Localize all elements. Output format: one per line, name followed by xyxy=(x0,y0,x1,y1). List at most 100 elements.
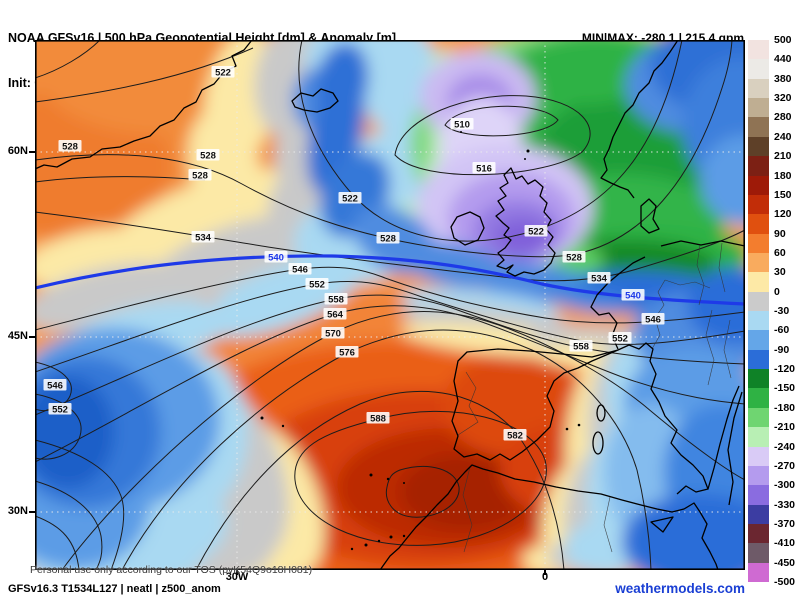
lat-label: 30N xyxy=(7,505,28,517)
svg-text:570: 570 xyxy=(325,329,341,340)
contour-label: 528 xyxy=(188,169,212,182)
colorbar-swatch xyxy=(748,369,769,389)
colorbar-label: -370 xyxy=(774,517,796,530)
colorbar-swatch xyxy=(748,311,769,331)
svg-text:534: 534 xyxy=(195,233,212,244)
colorbar-swatch xyxy=(748,427,769,447)
model-info-label: GFSv16.3 T1534L127 | neatl | z500_anom xyxy=(8,583,221,595)
colorbar-swatch xyxy=(748,117,769,138)
svg-text:576: 576 xyxy=(339,348,355,359)
contour-label: 522 xyxy=(211,66,235,79)
contour-label: 552 xyxy=(305,278,329,291)
svg-text:552: 552 xyxy=(52,405,68,416)
colorbar-label: 90 xyxy=(774,227,786,240)
colorbar-label: 60 xyxy=(774,246,786,259)
colorbar-label: -120 xyxy=(774,363,796,376)
colorbar-label: 280 xyxy=(774,111,792,124)
contour-label: 552 xyxy=(48,403,72,416)
svg-text:582: 582 xyxy=(507,431,523,442)
svg-text:546: 546 xyxy=(47,381,63,392)
svg-text:558: 558 xyxy=(573,342,589,353)
contour-label: 546 xyxy=(288,263,312,276)
svg-text:528: 528 xyxy=(380,234,396,245)
colorbar-swatch xyxy=(748,388,769,409)
colorbar-swatch xyxy=(748,349,769,370)
svg-text:540: 540 xyxy=(268,253,284,264)
colorbar-label: 30 xyxy=(774,266,786,279)
svg-text:546: 546 xyxy=(645,315,661,326)
contour-label: 558 xyxy=(324,293,348,306)
lat-label: 60N xyxy=(7,145,28,157)
colorbar-label: -150 xyxy=(774,382,796,395)
contour-label: 546 xyxy=(641,313,665,326)
svg-text:546: 546 xyxy=(292,265,308,276)
colorbar-label: -500 xyxy=(774,576,796,588)
colorbar-swatch xyxy=(748,59,769,80)
colorbar-label: 500 xyxy=(774,34,792,46)
tos-attribution: Personal use only according to our TOS (… xyxy=(30,564,313,576)
colorbar-label: 440 xyxy=(774,53,792,66)
contour-label: 528 xyxy=(196,149,220,162)
contour-label: 540 xyxy=(264,251,288,264)
colorbar-label: -60 xyxy=(774,324,790,337)
svg-text:522: 522 xyxy=(342,194,358,205)
svg-text:558: 558 xyxy=(328,295,344,306)
colorbar-swatch xyxy=(748,523,769,544)
lon-tick xyxy=(544,570,546,575)
svg-text:564: 564 xyxy=(327,310,344,321)
lon-label: 30W xyxy=(225,571,249,583)
colorbar-label: -30 xyxy=(774,305,790,317)
colorbar-label: 180 xyxy=(774,169,792,182)
contour-label: 558 xyxy=(569,340,593,353)
website-link[interactable]: weathermodels.com xyxy=(615,581,745,596)
colorbar-label: -330 xyxy=(774,498,796,511)
colorbar-swatch xyxy=(748,543,769,564)
anomaly-fill-layer xyxy=(35,40,745,570)
svg-text:510: 510 xyxy=(454,120,470,131)
contour-label: 534 xyxy=(587,272,611,285)
map-border xyxy=(35,40,745,570)
colorbar-swatch xyxy=(748,291,769,312)
lon-label: 0 xyxy=(541,571,549,583)
colorbar-label: 150 xyxy=(774,188,792,201)
contour-lines xyxy=(35,40,745,570)
colorbar-swatch xyxy=(748,40,769,60)
lat-label: 45N xyxy=(7,330,28,342)
colorbar-label: -270 xyxy=(774,459,796,472)
contour-label: 546 xyxy=(43,379,67,392)
contour-label: 588 xyxy=(366,412,390,425)
colorbar-label: 0 xyxy=(774,285,780,298)
colorbar-swatch xyxy=(748,485,769,506)
colorbar-label: 210 xyxy=(774,150,792,163)
svg-text:528: 528 xyxy=(200,151,216,162)
contour-label: 576 xyxy=(335,346,359,359)
colorbar-swatch xyxy=(748,330,769,351)
colorbar-legend: 500 440 380 320 280 240 210 180 150 120 90 60 30 0 -30… xyxy=(748,35,800,588)
contour-label: 564 xyxy=(323,308,347,321)
contour-label: 528 xyxy=(376,232,400,245)
colorbar-label: -410 xyxy=(774,537,796,550)
colorbar-swatch xyxy=(748,272,769,293)
svg-text:534: 534 xyxy=(591,274,608,285)
colorbar-label: 380 xyxy=(774,72,792,85)
svg-text:540: 540 xyxy=(625,291,641,302)
svg-text:588: 588 xyxy=(370,414,386,425)
colorbar-swatch xyxy=(748,98,769,118)
colorbar-swatch xyxy=(748,465,769,486)
colorbar-swatch xyxy=(748,446,769,467)
colorbar-label: -450 xyxy=(774,556,796,569)
contour-label: 534 xyxy=(191,231,215,244)
country-borders xyxy=(457,242,732,553)
contour-label: 528 xyxy=(562,251,586,264)
lat-tick xyxy=(29,511,36,513)
svg-text:528: 528 xyxy=(566,253,582,264)
colorbar-swatch xyxy=(748,214,769,235)
colorbar-label: -210 xyxy=(774,421,796,434)
svg-text:528: 528 xyxy=(192,171,208,182)
colorbar-label: -180 xyxy=(774,401,796,414)
contour-label: 522 xyxy=(338,192,362,205)
svg-text:516: 516 xyxy=(476,164,492,175)
svg-text:528: 528 xyxy=(62,142,78,153)
contour-labels: 522 528 528 528 534 540 546 552 558 564 570 576 510 5… xyxy=(43,66,665,442)
